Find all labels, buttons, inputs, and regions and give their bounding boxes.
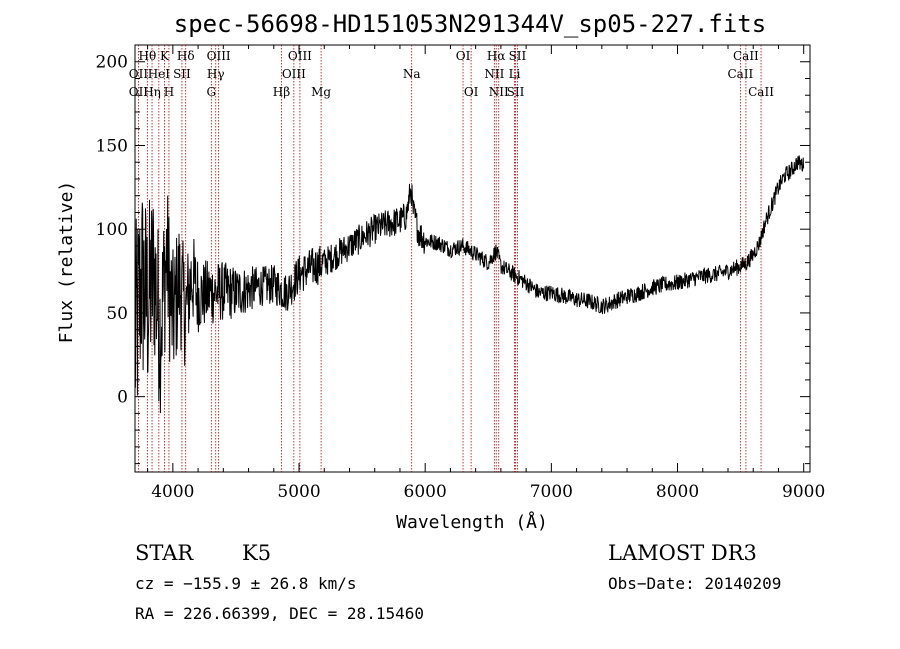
- x-tick-label: 5000: [277, 482, 320, 502]
- spectral-line-label: Li: [509, 67, 521, 81]
- chart-title: spec-56698-HD151053N291344V_sp05-227.fit…: [174, 10, 766, 38]
- y-axis-label: Flux (relative): [56, 181, 77, 344]
- x-tick-label: 6000: [404, 482, 447, 502]
- y-axis-ticks: 0 50 100 150 200: [96, 53, 810, 465]
- spectral-line-label: Hβ: [273, 85, 290, 99]
- spectral-line-label: Hδ: [177, 49, 195, 63]
- spectral-line-label: Hη: [143, 85, 161, 99]
- spectral-line-label: CaII: [748, 85, 774, 99]
- spectral-line-label: Hα: [487, 49, 506, 63]
- observation-date: Obs−Date: 20140209: [608, 574, 781, 593]
- spectral-line-label: CaII: [727, 67, 753, 81]
- coordinates: RA = 226.66399, DEC = 28.15460: [135, 604, 424, 623]
- spectral-line-label: Hθ: [139, 49, 157, 63]
- y-tick-label: 200: [96, 53, 128, 73]
- y-tick-label: 150: [96, 136, 128, 156]
- spectral-line-label: Hγ: [207, 67, 225, 81]
- y-tick-label: 100: [96, 220, 128, 240]
- plot-frame: [134, 44, 811, 473]
- spectral-line-markers: [138, 45, 762, 472]
- spectral-line-label: OI: [464, 85, 479, 99]
- spectral-line-label: OII: [129, 67, 149, 81]
- x-axis-ticks: 4000 5000 6000 7000 8000 9000: [147, 45, 825, 502]
- x-tick-label: 9000: [782, 482, 825, 502]
- object-class: STAR: [135, 541, 194, 565]
- spectral-line-label: OIII: [207, 49, 231, 63]
- spectral-line-label: SII: [173, 67, 191, 81]
- object-subclass: K5: [242, 541, 271, 565]
- spectral-line-label: SII: [507, 85, 525, 99]
- spectral-line-label: OI: [456, 49, 471, 63]
- y-tick-label: 50: [106, 304, 128, 324]
- spectral-line-label: OIII: [288, 49, 312, 63]
- y-tick-label: 0: [117, 388, 128, 408]
- redshift-cz: cz = −155.9 ± 26.8 km/s: [135, 574, 357, 593]
- spectral-line-label: K: [160, 49, 170, 63]
- spectral-line-label: OIII: [282, 67, 306, 81]
- spectral-line-label: SII: [509, 49, 527, 63]
- x-axis-label: Wavelength (Å): [396, 511, 548, 533]
- spectral-line-label: CaII: [733, 49, 759, 63]
- spectral-line-label: NII: [489, 85, 509, 99]
- spectral-line-label: NII: [484, 67, 504, 81]
- flux-series-line: [134, 155, 805, 414]
- spectral-line-label: Na: [403, 67, 421, 81]
- survey-name: LAMOST DR3: [608, 541, 757, 565]
- x-tick-label: 7000: [530, 482, 573, 502]
- spectral-line-label: G: [207, 85, 217, 99]
- spectral-line-label: OII: [129, 85, 149, 99]
- spectral-line-label: HeI: [148, 67, 171, 81]
- x-tick-label: 8000: [656, 482, 699, 502]
- x-tick-label: 4000: [151, 482, 194, 502]
- spectral-line-label: H: [164, 85, 174, 99]
- spectral-line-label: Mg: [311, 85, 331, 99]
